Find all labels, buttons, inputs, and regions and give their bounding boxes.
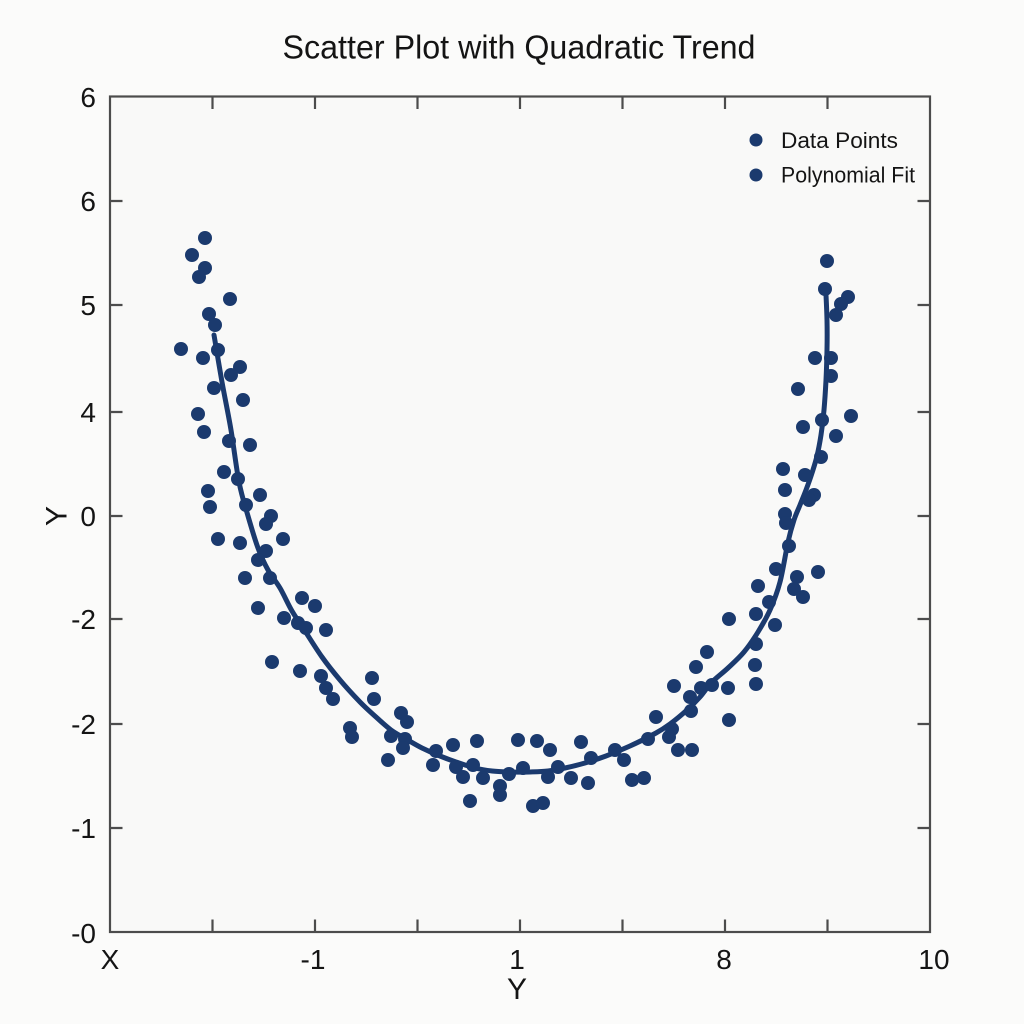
svg-text:-1: -1 bbox=[71, 813, 96, 844]
svg-text:Y: Y bbox=[507, 973, 527, 1006]
svg-text:-1: -1 bbox=[301, 944, 326, 975]
svg-text:4: 4 bbox=[80, 397, 96, 428]
svg-text:8: 8 bbox=[716, 944, 732, 975]
svg-text:5: 5 bbox=[80, 290, 96, 321]
svg-text:-2: -2 bbox=[71, 604, 96, 635]
svg-text:6: 6 bbox=[80, 186, 96, 217]
svg-text:1: 1 bbox=[509, 944, 525, 975]
svg-text:Y: Y bbox=[41, 506, 74, 526]
svg-text:-0: -0 bbox=[71, 918, 96, 949]
svg-text:10: 10 bbox=[918, 944, 949, 975]
svg-text:Polynomial Fit: Polynomial Fit bbox=[781, 163, 915, 188]
svg-text:X: X bbox=[101, 944, 120, 975]
svg-text:-2: -2 bbox=[71, 709, 96, 740]
svg-text:Data Points: Data Points bbox=[781, 128, 898, 153]
svg-text:0: 0 bbox=[80, 501, 96, 532]
svg-text:Scatter Plot with Quadratic Tr: Scatter Plot with Quadratic Trend bbox=[283, 29, 756, 66]
svg-text:6: 6 bbox=[80, 82, 96, 113]
